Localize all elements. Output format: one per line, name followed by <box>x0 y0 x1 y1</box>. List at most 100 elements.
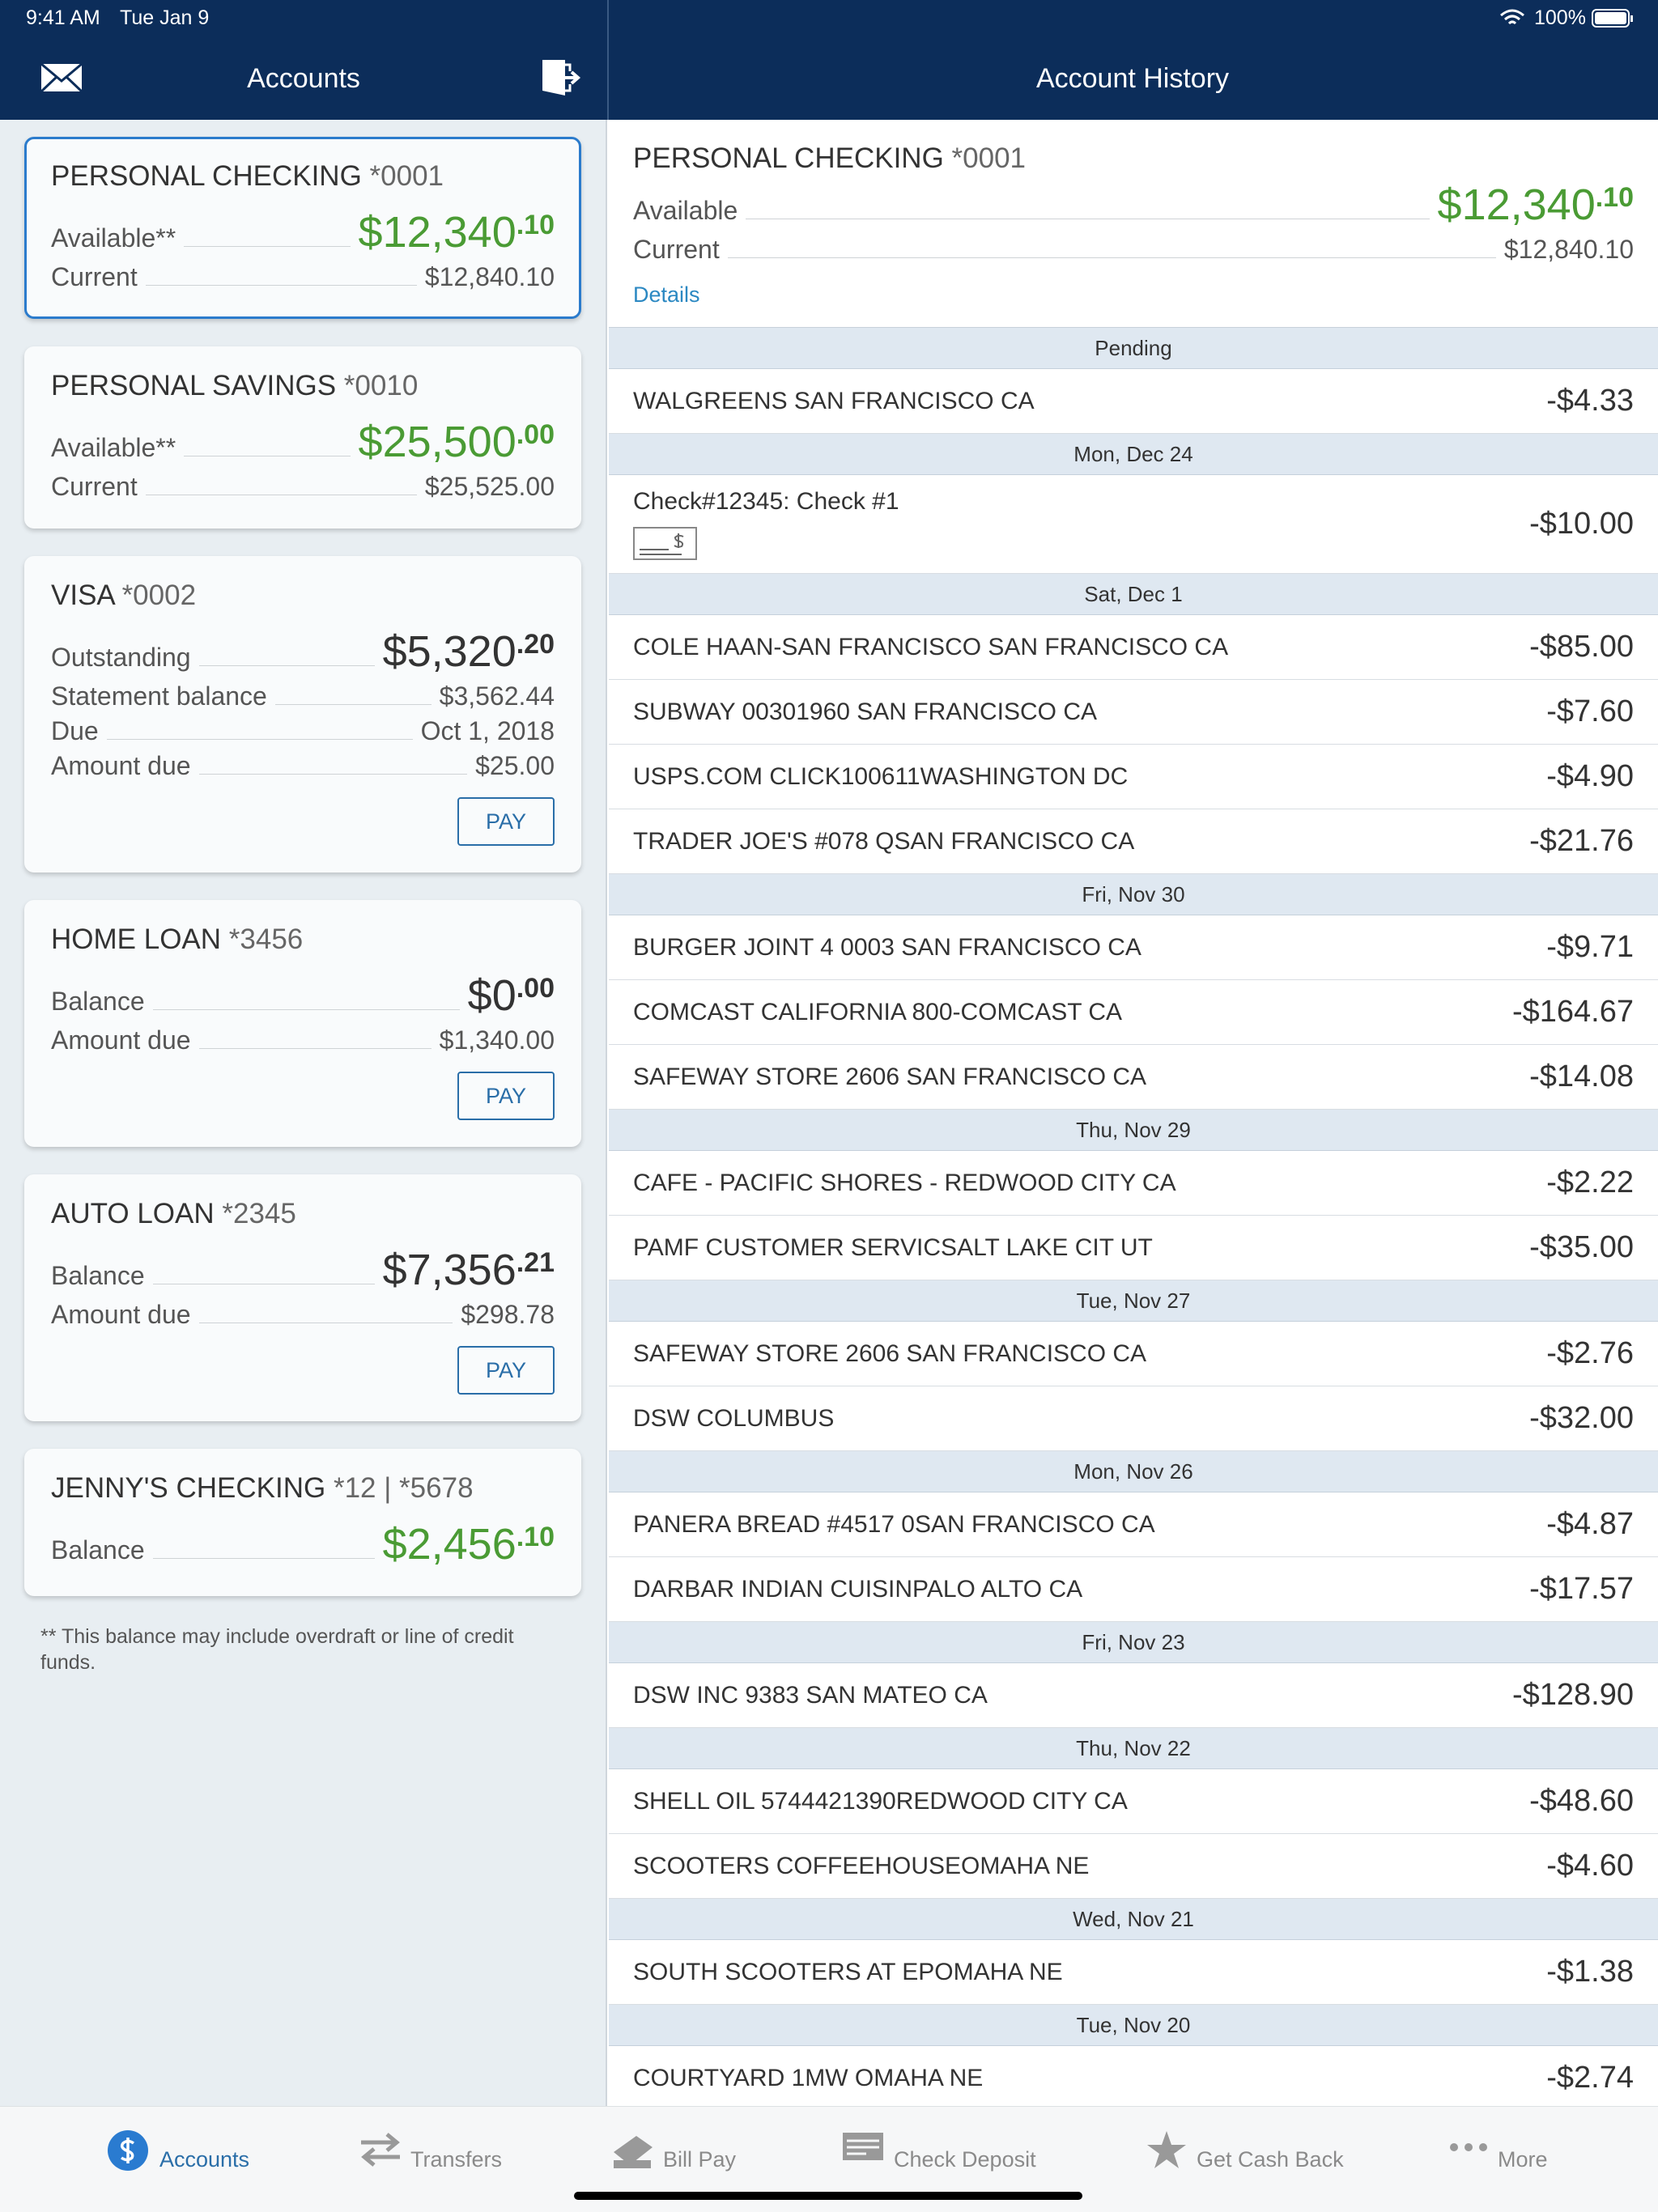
date-header: Fri, Nov 30 <box>609 874 1658 915</box>
transaction-desc: SHELL OIL 5744421390REDWOOD CITY CA <box>633 1787 1128 1815</box>
account-card[interactable]: PERSONAL CHECKING *0001 Available** $12,34… <box>24 137 581 319</box>
transaction-row[interactable]: SCOOTERS COFFEEHOUSEOMAHA NE -$4.60 <box>609 1834 1658 1899</box>
balance-label: Amount due <box>51 1025 191 1055</box>
account-card[interactable]: AUTO LOAN *2345 Balance $7,356.21 Amount du… <box>24 1174 581 1421</box>
tab-label[interactable]: Accounts <box>159 2147 250 2172</box>
pay-button[interactable]: PAY <box>457 1072 555 1120</box>
transaction-amount: -$10.00 <box>1529 507 1634 541</box>
more-tab-icon[interactable] <box>1449 2129 1490 2165</box>
amount-whole: $5,320 <box>382 627 517 676</box>
check-image[interactable] <box>633 526 698 561</box>
details-link[interactable]: Details <box>633 282 700 307</box>
balance-row: Current $25,525.00 <box>51 472 555 502</box>
amount-big: $7,356.21 <box>383 1245 555 1295</box>
pay-button[interactable]: PAY <box>457 1346 555 1395</box>
balance-amount: $298.78 <box>461 1300 555 1329</box>
account-number: *0002 <box>121 580 197 611</box>
pay-button[interactable]: PAY <box>457 797 555 846</box>
billpay-tab-icon[interactable] <box>612 2129 654 2170</box>
tab-label[interactable]: Bill Pay <box>663 2147 737 2172</box>
door <box>542 60 565 96</box>
accounts-panel: PERSONAL CHECKING *0001 Available** $12,34… <box>0 120 607 2106</box>
transaction-row[interactable]: SUBWAY 00301960 SAN FRANCISCO CA -$7.60 <box>609 680 1658 745</box>
balance-label: Balance <box>51 987 145 1016</box>
balance-amount: $12,840.10 <box>424 262 555 291</box>
icon-dollar <box>120 2138 135 2163</box>
account-card[interactable]: VISA *0002 Outstanding $5,320.20 Statement … <box>24 556 581 872</box>
logout-icon[interactable] <box>541 58 583 97</box>
account-card[interactable]: JENNY'S CHECKING *12 | *5678 Balance $2,45… <box>24 1449 581 1596</box>
transaction-info: COLE HAAN-SAN FRANCISCO SAN FRANCISCO CA <box>633 634 1228 661</box>
account-title: VISA *0002 <box>51 580 555 612</box>
balance-row: Available $12,340.10 <box>633 180 1634 230</box>
frame <box>565 63 572 92</box>
transaction-amount: -$32.00 <box>1529 1401 1634 1435</box>
transaction-row[interactable]: SOUTH SCOOTERS AT EPOMAHA NE -$1.38 <box>609 1940 1658 2005</box>
account-number: *0001 <box>951 142 1027 174</box>
amount-whole: $7,356 <box>382 1246 517 1294</box>
transaction-row[interactable]: COURTYARD 1MW OMAHA NE -$2.74 <box>609 2046 1658 2106</box>
transaction-amount: -$14.08 <box>1529 1059 1634 1093</box>
amount-cents: .21 <box>516 1247 555 1278</box>
transaction-row[interactable]: PANERA BREAD #4517 0SAN FRANCISCO CA -$4.… <box>609 1492 1658 1557</box>
transaction-row[interactable]: TRADER JOE'S #078 QSAN FRANCISCO CA -$21.… <box>609 809 1658 874</box>
transaction-info: TRADER JOE'S #078 QSAN FRANCISCO CA <box>633 828 1134 856</box>
date-header: Tue, Nov 27 <box>609 1280 1658 1322</box>
transaction-row[interactable]: DSW COLUMBUS -$32.00 <box>609 1386 1658 1451</box>
transaction-row[interactable]: SAFEWAY STORE 2606 SAN FRANCISCO CA -$2.7… <box>609 1322 1658 1386</box>
transaction-row[interactable]: PAMF CUSTOMER SERVICSALT LAKE CIT UT -$35… <box>609 1216 1658 1280</box>
transaction-info: WALGREENS SAN FRANCISCO CA <box>633 388 1035 415</box>
account-title: PERSONAL CHECKING *0001 <box>51 160 555 193</box>
deposit-tab-icon[interactable] <box>842 2129 884 2163</box>
account-card[interactable]: HOME LOAN *3456 Balance $0.00 Amount due $1,… <box>24 900 581 1147</box>
transaction-row[interactable]: Check#12345: Check #1 -$10.00 <box>609 475 1658 574</box>
account-name: HOME LOAN <box>51 923 222 955</box>
balance-amount: $3,562.44 <box>439 681 555 711</box>
transaction-row[interactable]: COLE HAAN-SAN FRANCISCO SAN FRANCISCO CA… <box>609 615 1658 680</box>
transaction-amount: -$128.90 <box>1511 1678 1634 1712</box>
balance-amount: $25,525.00 <box>424 472 555 501</box>
transaction-amount: -$2.76 <box>1546 1336 1634 1370</box>
cashback-tab-icon[interactable] <box>1146 2129 1188 2170</box>
amount-big: $0.00 <box>468 970 555 1021</box>
battery-outline <box>1592 9 1630 28</box>
leader-line <box>198 774 468 775</box>
transaction-row[interactable]: CAFE - PACIFIC SHORES - REDWOOD CITY CA -… <box>609 1151 1658 1216</box>
right-title: Account History <box>1035 63 1230 94</box>
account-number: *2345 <box>222 1198 296 1229</box>
tab-label[interactable]: Check Deposit <box>894 2147 1036 2172</box>
balance-row: Amount due $1,340.00 <box>51 1025 555 1055</box>
account-title: HOME LOAN *3456 <box>51 923 555 956</box>
transaction-desc: SAFEWAY STORE 2606 SAN FRANCISCO CA <box>633 1063 1147 1090</box>
transaction-desc: CAFE - PACIFIC SHORES - REDWOOD CITY CA <box>633 1169 1176 1196</box>
tab-label[interactable]: Transfers <box>410 2147 503 2172</box>
transaction-desc: DSW INC 9383 SAN MATEO CA <box>633 1681 988 1709</box>
icon-lines <box>847 2139 879 2155</box>
transaction-row[interactable]: WALGREENS SAN FRANCISCO CA -$4.33 <box>609 369 1658 434</box>
tab-label[interactable]: More <box>1498 2147 1548 2172</box>
transaction-row[interactable]: SHELL OIL 5744421390REDWOOD CITY CA -$48.… <box>609 1769 1658 1834</box>
transaction-row[interactable]: USPS.COM CLICK100611WASHINGTON DC -$4.90 <box>609 745 1658 809</box>
transaction-desc: COMCAST CALIFORNIA 800-COMCAST CA <box>633 998 1123 1025</box>
transaction-row[interactable]: COMCAST CALIFORNIA 800-COMCAST CA -$164.6… <box>609 980 1658 1045</box>
account-number: *0001 <box>369 160 444 192</box>
date-header: Mon, Dec 24 <box>609 434 1658 475</box>
transaction-amount: -$1.38 <box>1546 1955 1634 1989</box>
transaction-row[interactable]: DARBAR INDIAN CUISINPALO ALTO CA -$17.57 <box>609 1557 1658 1622</box>
balance-row: Amount due $25.00 <box>51 751 555 781</box>
transaction-amount: -$2.74 <box>1546 2061 1634 2095</box>
balance-label: Due <box>51 716 99 745</box>
transfers-tab-icon[interactable] <box>358 2129 403 2170</box>
amount-cents: .00 <box>516 973 555 1004</box>
tab-label[interactable]: Get Cash Back <box>1197 2147 1344 2172</box>
transaction-row[interactable]: SAFEWAY STORE 2606 SAN FRANCISCO CA -$14.… <box>609 1045 1658 1110</box>
transaction-row[interactable]: BURGER JOINT 4 0003 SAN FRANCISCO CA -$9.… <box>609 915 1658 980</box>
account-card[interactable]: PERSONAL SAVINGS *0010 Available** $25,500… <box>24 346 581 529</box>
transaction-amount: -$4.90 <box>1546 759 1634 793</box>
mail-icon[interactable] <box>40 63 83 92</box>
accounts-tab-icon[interactable] <box>107 2129 149 2172</box>
balance-label: Available** <box>51 433 176 462</box>
transaction-row[interactable]: DSW INC 9383 SAN MATEO CA -$128.90 <box>609 1663 1658 1728</box>
transaction-amount: -$164.67 <box>1511 995 1634 1029</box>
